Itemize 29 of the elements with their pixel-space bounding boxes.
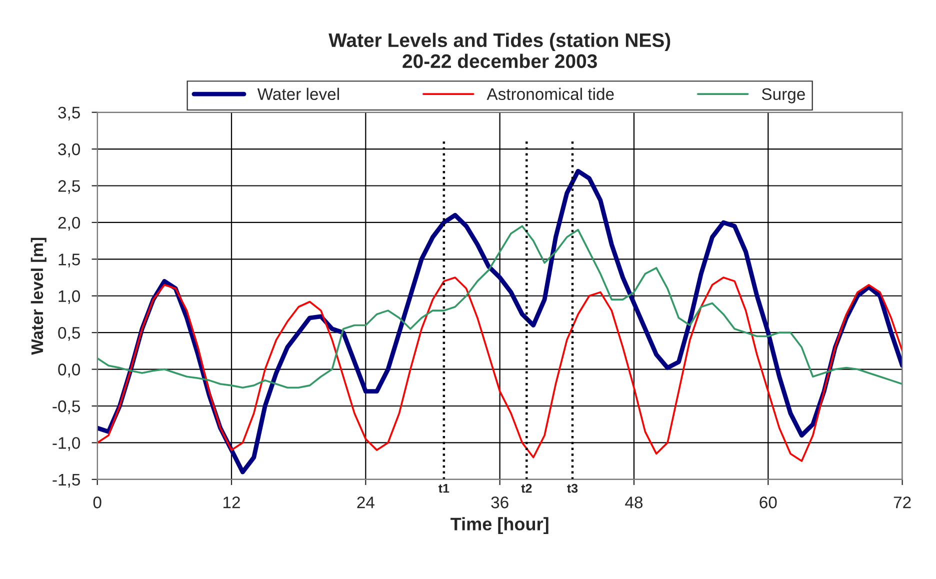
x-tick-label: 0 <box>93 496 102 508</box>
y-tick-label: 1,0 <box>58 290 80 304</box>
x-tick-label: 72 <box>894 496 911 508</box>
ref-line-label: t1 <box>438 484 450 493</box>
y-axis-title: Water level [m] <box>30 238 46 355</box>
x-axis-title: Time [hour] <box>450 517 548 534</box>
legend-label: Astronomical tide <box>486 88 614 100</box>
y-tick-label: 3,0 <box>58 143 80 158</box>
line-series <box>97 276 902 462</box>
y-tick-label: 2,0 <box>58 216 80 231</box>
legend-label: Water level <box>257 88 339 100</box>
chart-title: Water Levels and Tides (station NES) 20-22 december 2003 <box>328 32 670 68</box>
x-tick-label: 48 <box>625 496 643 508</box>
y-tick-label: 0,5 <box>58 326 80 341</box>
ref-line-label: t3 <box>567 484 578 493</box>
ref-line-label: t2 <box>521 484 532 493</box>
y-tick-label: 1,5 <box>58 254 80 268</box>
x-tick-label: 12 <box>224 496 240 508</box>
legend-label: Surge <box>762 88 805 104</box>
y-tick-label: 3,5 <box>58 106 80 120</box>
y-tick-label: 2,5 <box>58 180 80 194</box>
x-tick-label: 60 <box>760 496 777 508</box>
y-tick-label: 0,0 <box>58 364 80 378</box>
y-tick-label: -1,0 <box>52 437 80 451</box>
y-tick-label: -0,5 <box>52 400 80 414</box>
x-tick-label: 24 <box>357 496 374 508</box>
line-series <box>97 225 902 389</box>
x-tick-label: 36 <box>491 496 508 508</box>
y-tick-label: -1,5 <box>52 474 80 488</box>
